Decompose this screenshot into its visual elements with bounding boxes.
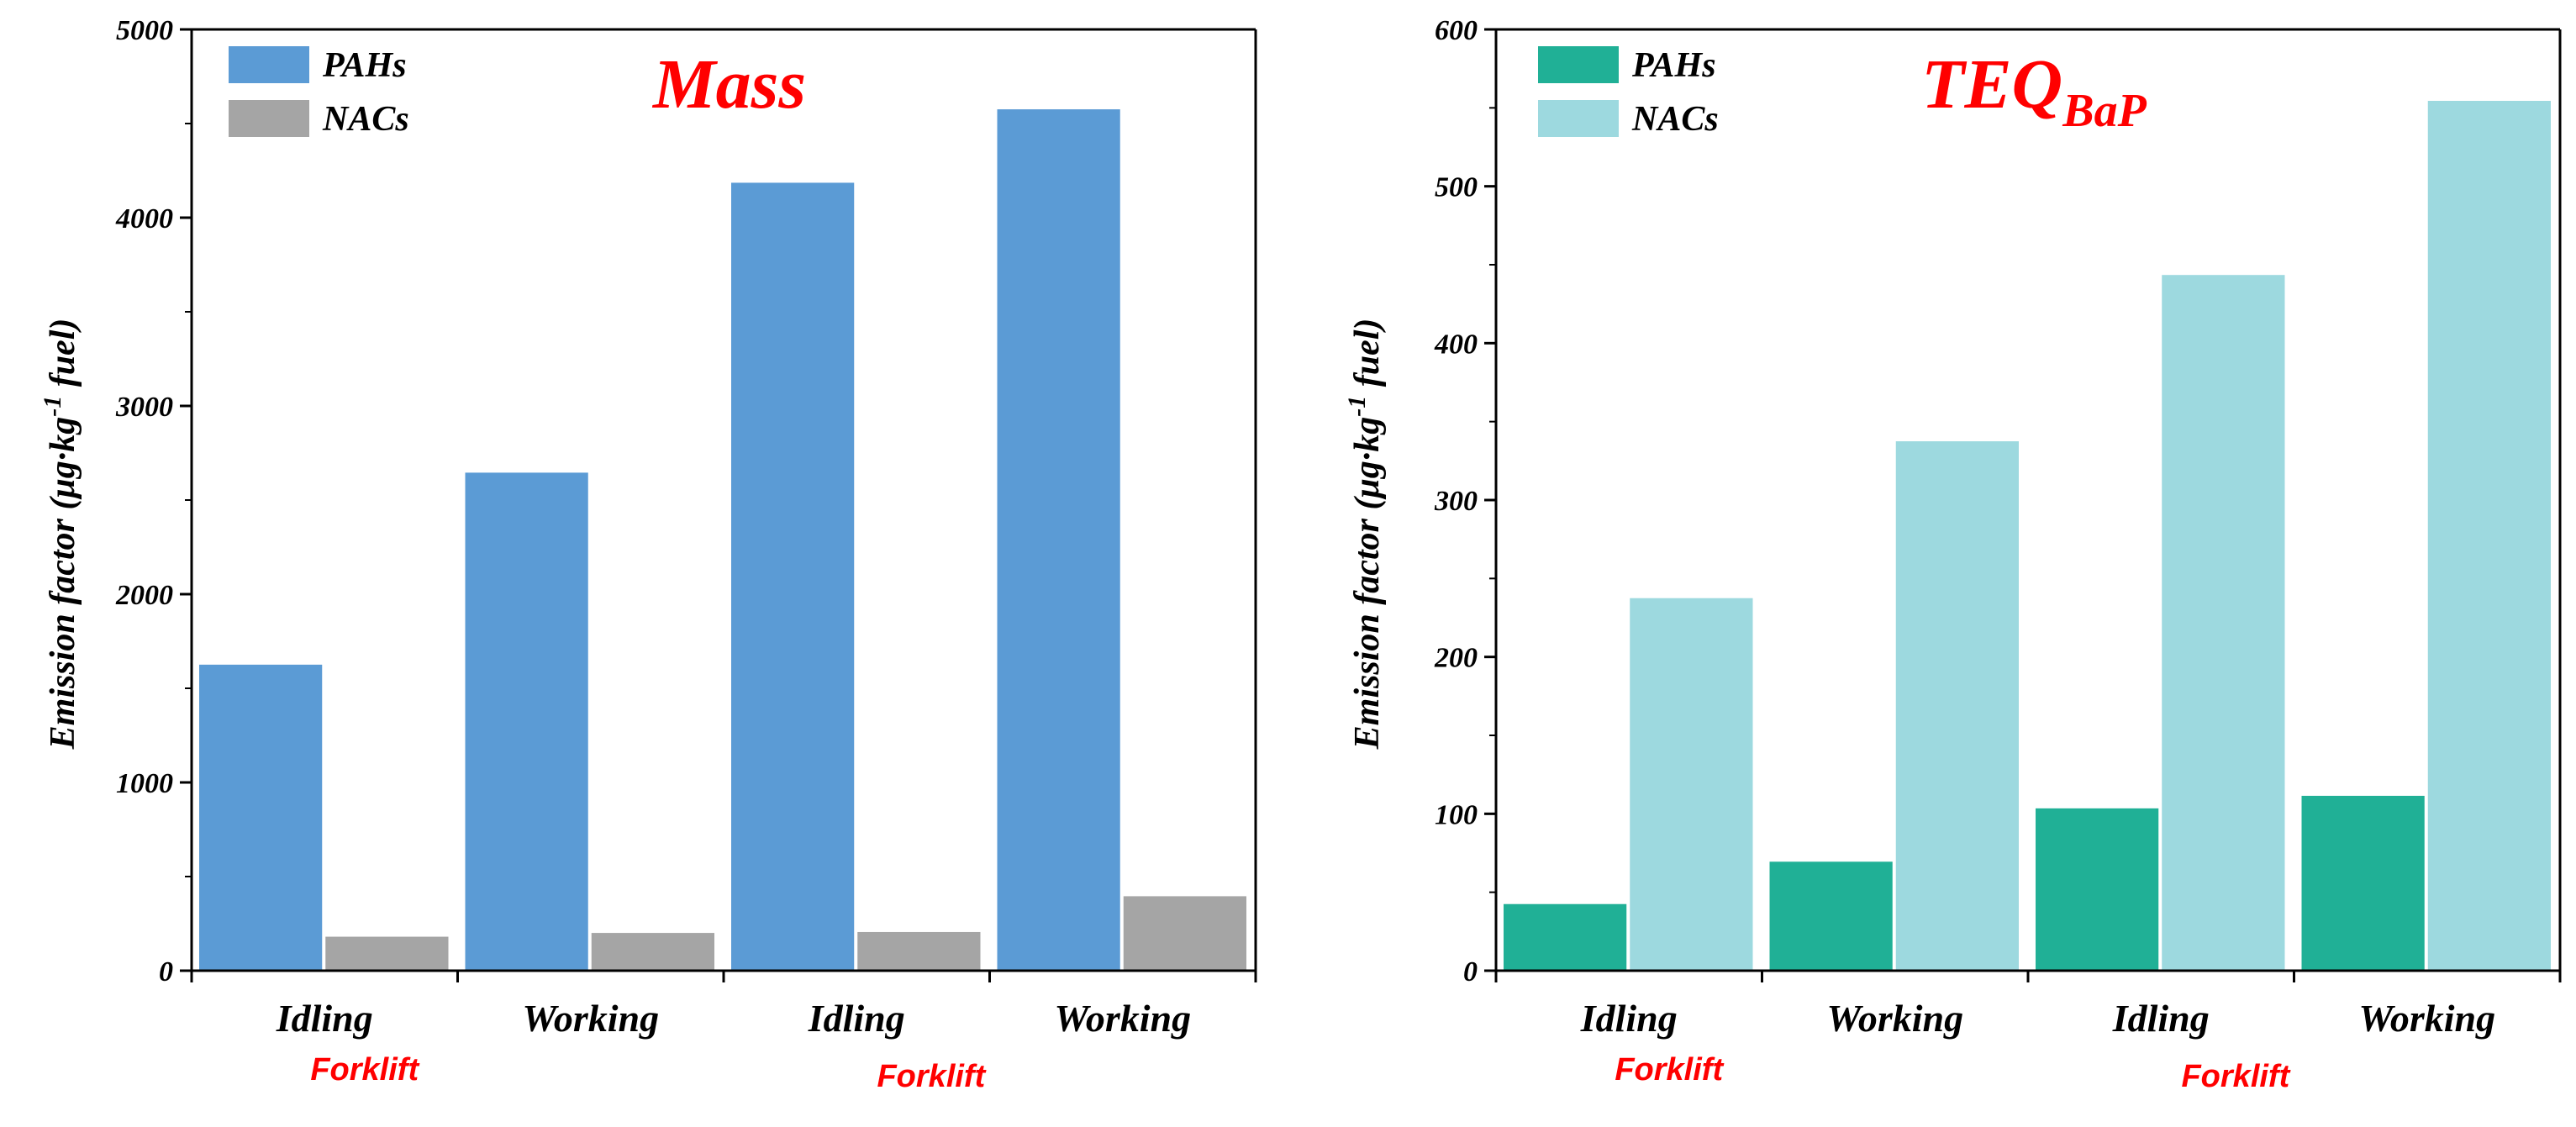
bar-pahs-3: [2034, 806, 2161, 972]
bar-nacs-1: [324, 935, 450, 972]
bar-nacs-3: [856, 930, 982, 972]
legend-label-nacs: NACs: [1631, 100, 1719, 139]
bar-pahs-3: [730, 181, 856, 972]
bar-nacs-2: [1894, 440, 2020, 972]
legend-label-pahs: PAHs: [322, 46, 407, 85]
group-label-forklift: Forklift: [1615, 1052, 1724, 1088]
bar-pahs-4: [2299, 793, 2426, 972]
legend-swatch-nacs: [229, 100, 309, 137]
chart-panel-1: 0 1000 2000 3000 4000 5000 Idling Working Idling…: [39, 15, 1257, 1094]
x-category-label: Idling: [276, 997, 373, 1040]
y-tick-label: 3000: [115, 392, 173, 423]
x-category-label: Working: [1054, 997, 1191, 1040]
y-tick-label: 2000: [115, 580, 173, 611]
y-tick-label: 4000: [115, 203, 173, 234]
y-tick-label: 5000: [116, 15, 173, 46]
y-axis-title-sup: -1: [1343, 396, 1371, 417]
bar-pahs-1: [1502, 902, 1629, 972]
y-tick-label: 300: [1434, 486, 1478, 517]
y-axis-title: Emission factor (μg·kg-1 fuel): [1343, 319, 1387, 750]
bar-pahs-2: [463, 471, 590, 972]
y-tick-label: 600: [1435, 15, 1478, 46]
x-category-label: Working: [2358, 997, 2495, 1040]
x-category-label: Idling: [2112, 997, 2210, 1040]
group-label-forklift: Forklift: [2181, 1059, 2290, 1094]
y-axis-title: Emission factor (μg·kg-1 fuel): [39, 319, 82, 750]
x-category-label: Idling: [1580, 997, 1678, 1040]
y-tick-label: 100: [1435, 799, 1478, 830]
y-axis-title-end: fuel): [1348, 319, 1387, 396]
legend-label-nacs: NACs: [322, 100, 409, 139]
y-axis-title-main: Emission factor (μg·kg: [1348, 417, 1387, 750]
bar-pahs-4: [995, 108, 1122, 972]
y-axis-title-sup: -1: [39, 396, 66, 417]
y-tick-label: 500: [1435, 172, 1478, 203]
y-axis-title-end: fuel): [44, 319, 82, 396]
chart-title-subscript: BaP: [2062, 85, 2147, 137]
bar-pahs-1: [198, 662, 324, 972]
chart-panel-2: 0 100 200 300 400 500 600 Idling Working Idling Wo…: [1343, 15, 2562, 1094]
bar-nacs-3: [2160, 273, 2287, 972]
y-tick-label: 400: [1434, 329, 1478, 360]
chart-title-main: Mass: [651, 45, 806, 124]
y-tick-label: 0: [159, 956, 173, 987]
bar-nacs-4: [2426, 99, 2552, 972]
legend-label-pahs: PAHs: [1631, 46, 1716, 85]
x-category-label: Working: [1826, 997, 1963, 1040]
group-label-forklift: Forklift: [877, 1059, 986, 1094]
y-tick-label: 1000: [116, 768, 173, 799]
x-category-label: Idling: [808, 997, 905, 1040]
legend-swatch-pahs: [229, 46, 309, 83]
y-axis-title-main: Emission factor (μg·kg: [44, 417, 82, 750]
y-tick-label: 200: [1434, 643, 1478, 674]
bar-pahs-2: [1767, 860, 1894, 972]
y-tick-label: 0: [1463, 956, 1478, 987]
chart-title-main: TEQ: [1921, 45, 2062, 124]
x-category-label: Working: [522, 997, 659, 1040]
bar-nacs-4: [1121, 894, 1248, 972]
bar-nacs-1: [1628, 596, 1755, 972]
bar-nacs-2: [589, 931, 716, 972]
chart-title: Mass: [651, 45, 806, 124]
legend-swatch-pahs: [1538, 46, 1619, 83]
group-label-forklift: Forklift: [310, 1052, 419, 1088]
legend-swatch-nacs: [1538, 100, 1619, 137]
chart-title: TEQBaP: [1921, 45, 2147, 137]
